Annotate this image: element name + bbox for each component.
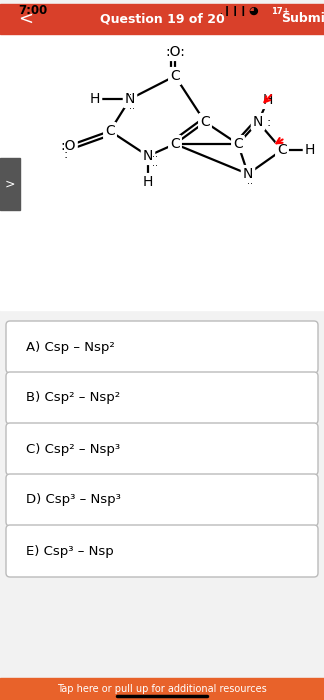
FancyBboxPatch shape — [6, 321, 318, 373]
Text: .❙❙❙: .❙❙❙ — [220, 6, 248, 16]
FancyBboxPatch shape — [6, 525, 318, 577]
Text: <: < — [18, 10, 33, 28]
Text: C: C — [170, 137, 180, 151]
Text: ..: .. — [152, 158, 158, 168]
Text: E) Csp³ – Nsp: E) Csp³ – Nsp — [26, 545, 114, 557]
Text: H: H — [263, 93, 273, 107]
Text: C: C — [233, 137, 243, 151]
Text: Submit: Submit — [281, 13, 324, 25]
FancyBboxPatch shape — [6, 474, 318, 526]
FancyBboxPatch shape — [6, 423, 318, 475]
Text: C: C — [105, 124, 115, 138]
Text: >: > — [5, 178, 15, 190]
FancyBboxPatch shape — [263, 5, 297, 17]
Text: C: C — [277, 143, 287, 157]
Text: C: C — [200, 115, 210, 129]
Text: :O: :O — [60, 139, 76, 153]
Text: N: N — [143, 149, 153, 163]
Text: 7:00: 7:00 — [18, 4, 47, 18]
Text: N: N — [243, 167, 253, 181]
Text: ..: .. — [247, 176, 253, 186]
Text: A) Csp – Nsp²: A) Csp – Nsp² — [26, 340, 115, 354]
Text: Tap here or pull up for additional resources: Tap here or pull up for additional resou… — [57, 684, 267, 694]
Text: Question 19 of 20: Question 19 of 20 — [99, 13, 225, 25]
Bar — [0, 4, 324, 34]
Text: 17+: 17+ — [271, 6, 289, 15]
Bar — [0, 34, 324, 310]
Text: ..: .. — [129, 101, 135, 111]
Text: C) Csp² – Nsp³: C) Csp² – Nsp³ — [26, 442, 120, 456]
Text: :: : — [64, 148, 68, 160]
Text: H: H — [143, 175, 153, 189]
Text: H: H — [305, 143, 315, 157]
Text: ◕: ◕ — [248, 6, 258, 16]
Text: ..: .. — [129, 87, 135, 97]
Text: N: N — [125, 92, 135, 106]
Text: :O:: :O: — [165, 45, 185, 59]
Text: ..: .. — [152, 149, 158, 159]
Text: :: : — [267, 116, 271, 129]
FancyBboxPatch shape — [6, 372, 318, 424]
Bar — [0, 678, 324, 700]
Text: N: N — [253, 115, 263, 129]
Bar — [0, 158, 20, 210]
Text: H: H — [90, 92, 100, 106]
Text: C: C — [170, 69, 180, 83]
Text: D) Csp³ – Nsp³: D) Csp³ – Nsp³ — [26, 494, 121, 507]
Text: B) Csp² – Nsp²: B) Csp² – Nsp² — [26, 391, 120, 405]
